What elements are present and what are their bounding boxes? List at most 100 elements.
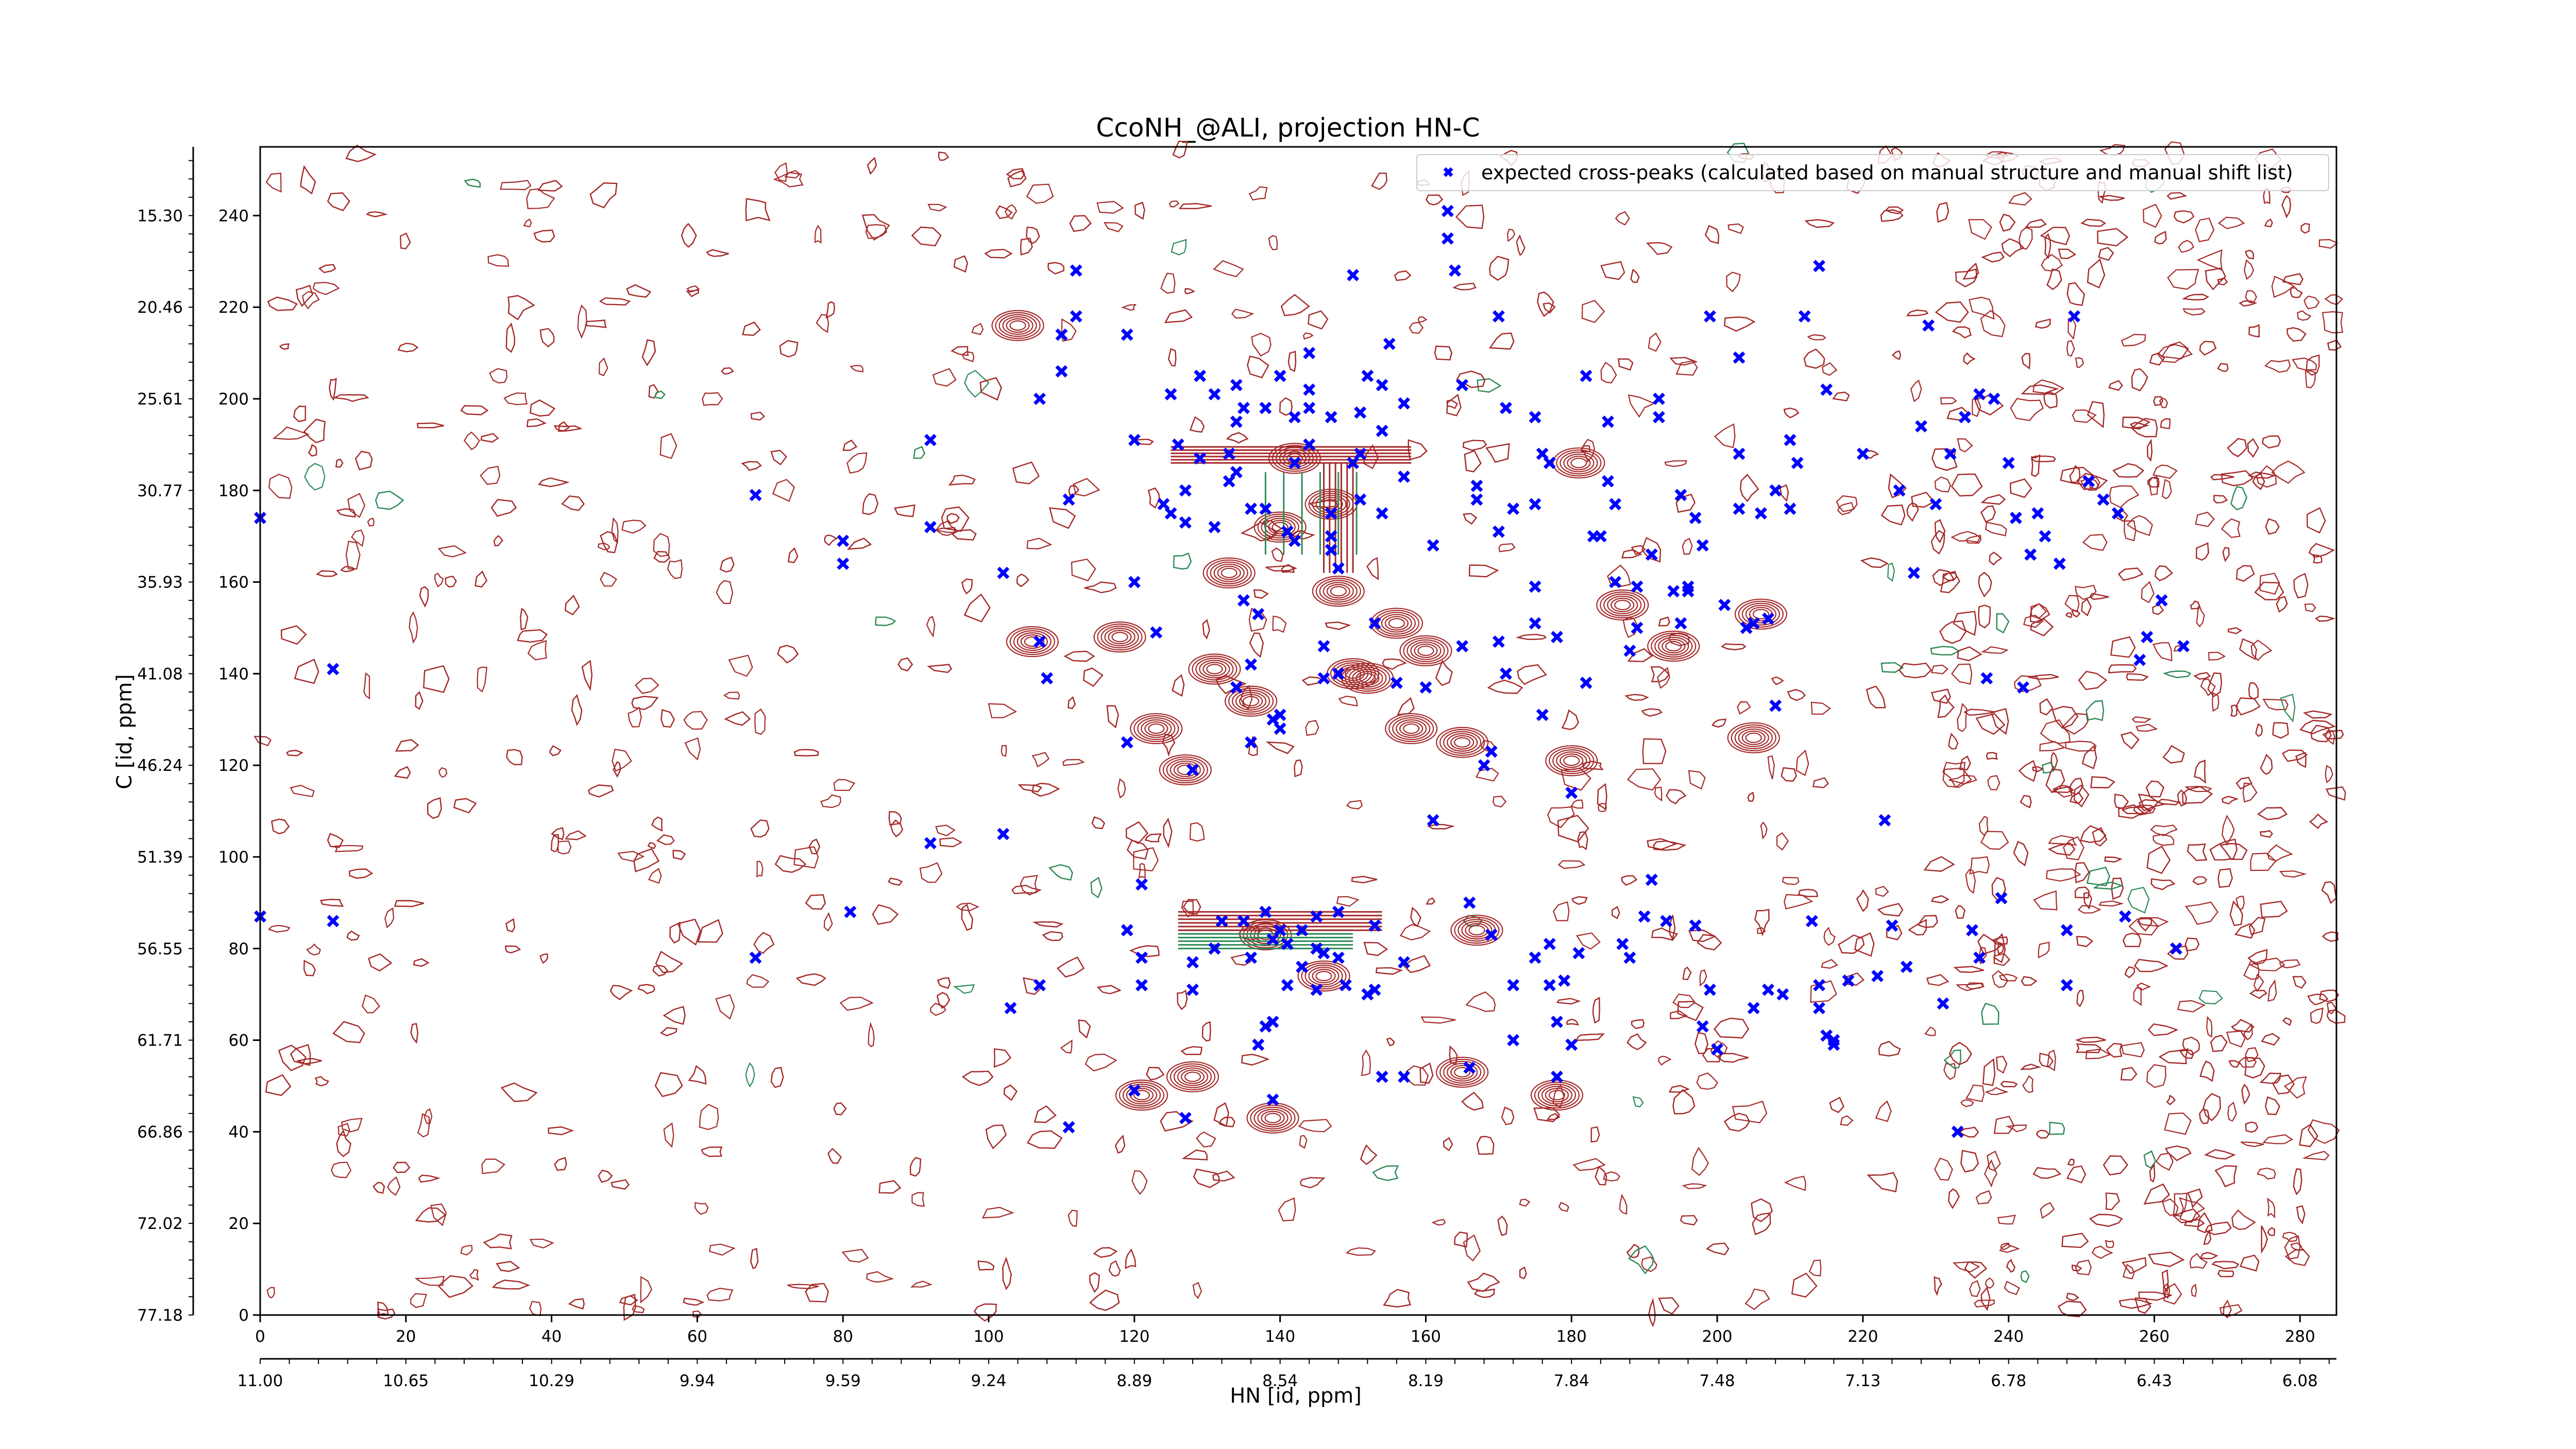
noise-contour bbox=[1658, 616, 1670, 627]
cross-peak-marker bbox=[1121, 924, 1133, 937]
noise-contour bbox=[2032, 1167, 2062, 1179]
cross-peak-marker bbox=[1194, 369, 1207, 382]
x-index-tick-label: 140 bbox=[1265, 1327, 1295, 1346]
peak-contour bbox=[1133, 1090, 1150, 1101]
noise-contour bbox=[706, 249, 729, 257]
noise-contour bbox=[1497, 1216, 1508, 1236]
noise-contour bbox=[875, 616, 896, 627]
noise-contour bbox=[1394, 270, 1412, 281]
cross-peak-marker bbox=[1121, 328, 1133, 341]
noise-contour bbox=[961, 351, 975, 363]
noise-contour bbox=[1434, 345, 1452, 361]
noise-contour bbox=[1980, 831, 2009, 850]
noise-contour bbox=[2072, 409, 2097, 423]
noise-contour bbox=[919, 862, 943, 883]
noise-contour bbox=[1571, 896, 1588, 905]
noise-contour bbox=[474, 570, 487, 588]
noise-contour bbox=[2210, 1035, 2228, 1052]
x-ppm-tick-label: 6.08 bbox=[2282, 1372, 2318, 1390]
cross-peak-marker bbox=[1128, 434, 1141, 446]
noise-contour bbox=[808, 838, 821, 855]
cross-peak-marker bbox=[1288, 534, 1301, 547]
noise-contour bbox=[1305, 720, 1319, 736]
noise-contour bbox=[2103, 1155, 2128, 1175]
noise-contour bbox=[527, 418, 547, 427]
noise-contour bbox=[2300, 223, 2310, 234]
noise-contour bbox=[2286, 327, 2307, 342]
noise-contour bbox=[946, 513, 960, 524]
cross-peak-marker bbox=[1245, 658, 1258, 671]
noise-contour bbox=[2157, 799, 2181, 805]
noise-contour bbox=[1032, 921, 1064, 928]
cross-peak-marker bbox=[1645, 548, 1658, 561]
noise-contour bbox=[1468, 564, 1499, 578]
noise-contour bbox=[1372, 1165, 1399, 1181]
cross-peak-marker bbox=[1565, 786, 1578, 799]
noise-contour bbox=[1287, 350, 1297, 372]
noise-contour bbox=[841, 1249, 869, 1263]
noise-contour bbox=[2319, 989, 2340, 1002]
noise-contour bbox=[2279, 870, 2307, 878]
y-index-tick-label: 140 bbox=[218, 665, 249, 683]
noise-contour bbox=[1951, 473, 1983, 497]
noise-contour bbox=[742, 322, 761, 336]
cross-peak-marker bbox=[2017, 681, 2029, 694]
noise-contour bbox=[1461, 1091, 1484, 1111]
noise-contour bbox=[2282, 1017, 2292, 1026]
noise-contour bbox=[2307, 993, 2329, 1006]
noise-contour bbox=[599, 297, 631, 306]
noise-contour bbox=[1980, 494, 2006, 505]
noise-contour bbox=[1146, 1067, 1165, 1081]
noise-contour bbox=[2179, 1197, 2206, 1223]
noise-contour bbox=[654, 1072, 683, 1097]
noise-contour bbox=[2260, 901, 2288, 918]
noise-contour bbox=[1980, 1286, 1991, 1311]
noise-contour bbox=[683, 711, 708, 730]
peak-contour bbox=[1436, 727, 1489, 758]
cross-peak-marker bbox=[1558, 974, 1571, 987]
cross-peak-marker bbox=[1703, 310, 1716, 323]
noise-contour bbox=[1672, 993, 1696, 1008]
noise-contour bbox=[2292, 976, 2307, 989]
noise-contour bbox=[2162, 745, 2185, 764]
noise-contour bbox=[2267, 1227, 2275, 1236]
peak-contour bbox=[1184, 1071, 1201, 1082]
cross-peak-marker bbox=[1682, 580, 1694, 593]
peak-contour bbox=[1658, 636, 1689, 656]
noise-contour bbox=[1251, 332, 1272, 357]
noise-contour bbox=[827, 1148, 842, 1164]
noise-contour bbox=[2244, 1047, 2259, 1063]
noise-contour bbox=[2227, 438, 2247, 458]
noise-contour bbox=[2304, 603, 2316, 613]
noise-contour bbox=[1464, 450, 1482, 473]
noise-contour bbox=[1018, 784, 1042, 793]
y-index-tick-label: 20 bbox=[229, 1215, 249, 1233]
noise-contour bbox=[2322, 730, 2344, 740]
noise-contour bbox=[1696, 1072, 1718, 1090]
noise-contour bbox=[395, 739, 419, 752]
noise-contour bbox=[1688, 770, 1706, 790]
legend[interactable]: expected cross-peaks (calculated based o… bbox=[1416, 154, 2329, 191]
noise-contour bbox=[1435, 660, 1453, 686]
noise-contour bbox=[1908, 919, 1927, 936]
noise-contour bbox=[419, 586, 429, 608]
noise-contour bbox=[500, 1082, 538, 1102]
noise-contour bbox=[394, 900, 424, 907]
noise-contour bbox=[2196, 249, 2223, 271]
noise-contour bbox=[332, 394, 369, 402]
y-index-tick-label: 180 bbox=[218, 482, 249, 500]
noise-contour bbox=[2262, 698, 2289, 711]
noise-contour bbox=[1485, 443, 1510, 463]
noise-contour bbox=[2009, 478, 2032, 498]
noise-contour bbox=[1771, 676, 1784, 685]
noise-contour bbox=[1084, 581, 1117, 594]
cross-peak-marker bbox=[1791, 457, 1804, 469]
y-ppm-tick-label: 51.39 bbox=[137, 848, 183, 867]
noise-contour bbox=[2021, 353, 2030, 370]
noise-contour bbox=[2001, 238, 2025, 258]
noise-contour bbox=[1987, 775, 2001, 790]
noise-contour bbox=[474, 570, 487, 588]
noise-contour bbox=[1020, 238, 1033, 256]
noise-contour bbox=[1298, 1119, 1332, 1133]
noise-contour bbox=[663, 1006, 686, 1025]
